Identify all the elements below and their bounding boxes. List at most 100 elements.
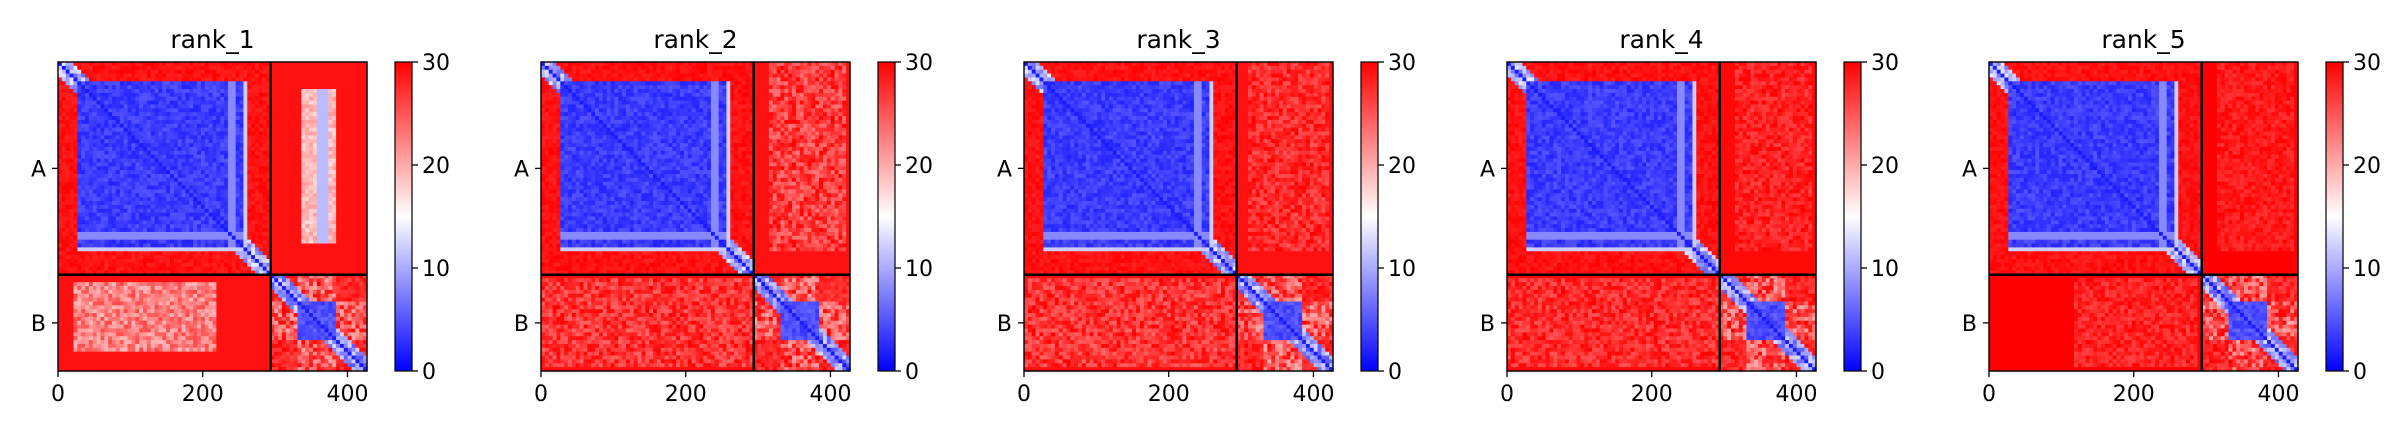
heatmap-cell [158, 70, 162, 74]
heatmap-cell [81, 124, 85, 128]
heatmap-cell [321, 108, 325, 112]
heatmap-cell [112, 77, 116, 81]
heatmap-cell [66, 74, 70, 78]
heatmap-cell [282, 81, 286, 85]
heatmap-cell [313, 120, 317, 124]
heatmap-cell [274, 101, 278, 105]
heatmap-cell [325, 93, 329, 97]
heatmap-cell [263, 74, 267, 78]
heatmap-cell [66, 97, 70, 101]
heatmap-cell [174, 97, 178, 101]
heatmap-cell [197, 101, 201, 105]
heatmap-cell [274, 93, 278, 97]
heatmap-cell [321, 101, 325, 105]
heatmap-cell [328, 108, 332, 112]
heatmap-cell [131, 124, 135, 128]
heatmap-cell [162, 81, 166, 85]
heatmap-cell [151, 124, 155, 128]
heatmap-cell [100, 104, 104, 108]
heatmap-cell [209, 108, 213, 112]
heatmap-cell [274, 116, 278, 120]
heatmap-cell [135, 116, 139, 120]
heatmap-cell [128, 124, 132, 128]
heatmap-cell [189, 124, 193, 128]
heatmap-cell [236, 124, 240, 128]
heatmap-cell [178, 85, 182, 89]
heatmap-cell [131, 97, 135, 101]
heatmap-cell [290, 104, 294, 108]
heatmap-cell [135, 66, 139, 70]
heatmap-cell [328, 104, 332, 108]
heatmap-cell [213, 85, 217, 89]
heatmap-cell [247, 66, 251, 70]
heatmap-cell [70, 81, 74, 85]
heatmap-cell [162, 93, 166, 97]
heatmap-cell [325, 101, 329, 105]
heatmap-cell [297, 112, 301, 116]
heatmap-cell [81, 104, 85, 108]
heatmap-cell [317, 70, 321, 74]
heatmap-cell [352, 97, 356, 101]
heatmap-cell [124, 70, 128, 74]
heatmap-cell [85, 85, 89, 89]
heatmap-cell [189, 74, 193, 78]
heatmap-cell [201, 97, 205, 101]
heatmap-cell [336, 74, 340, 78]
heatmap-cell [259, 93, 263, 97]
heatmap-cell [352, 66, 356, 70]
heatmap-cell [81, 81, 85, 85]
heatmap-cell [85, 104, 89, 108]
heatmap-cell [193, 74, 197, 78]
heatmap-cell [247, 85, 251, 89]
heatmap-cell [166, 108, 170, 112]
heatmap-cell [151, 97, 155, 101]
heatmap-cell [189, 85, 193, 89]
heatmap-cell [158, 93, 162, 97]
heatmap-cell [209, 97, 213, 101]
heatmap-cell [340, 81, 344, 85]
heatmap-cell [170, 85, 174, 89]
heatmap-cell [178, 104, 182, 108]
heatmap-cell [85, 77, 89, 81]
heatmap-cell [162, 104, 166, 108]
heatmap-cell [155, 93, 159, 97]
heatmap-cell [155, 97, 159, 101]
heatmap-cell [193, 104, 197, 108]
heatmap-cell [93, 89, 97, 93]
heatmap-cell [112, 104, 116, 108]
heatmap-cell [359, 89, 363, 93]
heatmap-cell [120, 77, 124, 81]
heatmap-cell [213, 101, 217, 105]
heatmap-cell [286, 116, 290, 120]
heatmap-cell [274, 85, 278, 89]
heatmap-cell [89, 81, 93, 85]
heatmap-cell [97, 77, 101, 81]
heatmap-cell [174, 101, 178, 105]
heatmap-cell [340, 89, 344, 93]
heatmap-cell [93, 112, 97, 116]
heatmap-cell [89, 112, 93, 116]
heatmap-cell [348, 77, 352, 81]
heatmap-cell [185, 104, 189, 108]
heatmap-cell [135, 120, 139, 124]
heatmap-cell [131, 66, 135, 70]
heatmap-cell [158, 74, 162, 78]
heatmap-cell [62, 104, 66, 108]
heatmap-cell [336, 81, 340, 85]
heatmap-cell [93, 116, 97, 120]
heatmap-cell [224, 101, 228, 105]
heatmap-cell [278, 104, 282, 108]
heatmap-cell [236, 74, 240, 78]
heatmap-cell [251, 120, 255, 124]
heatmap-cell [205, 112, 209, 116]
heatmap-cell [124, 85, 128, 89]
heatmap-cell [112, 81, 116, 85]
heatmap-cell [332, 81, 336, 85]
heatmap-cell [205, 108, 209, 112]
heatmap-cell [290, 66, 294, 70]
heatmap-cell [100, 74, 104, 78]
heatmap-cell [332, 89, 336, 93]
heatmap-cell [116, 70, 120, 74]
heatmap-cell [170, 93, 174, 97]
heatmap-cell [305, 104, 309, 108]
